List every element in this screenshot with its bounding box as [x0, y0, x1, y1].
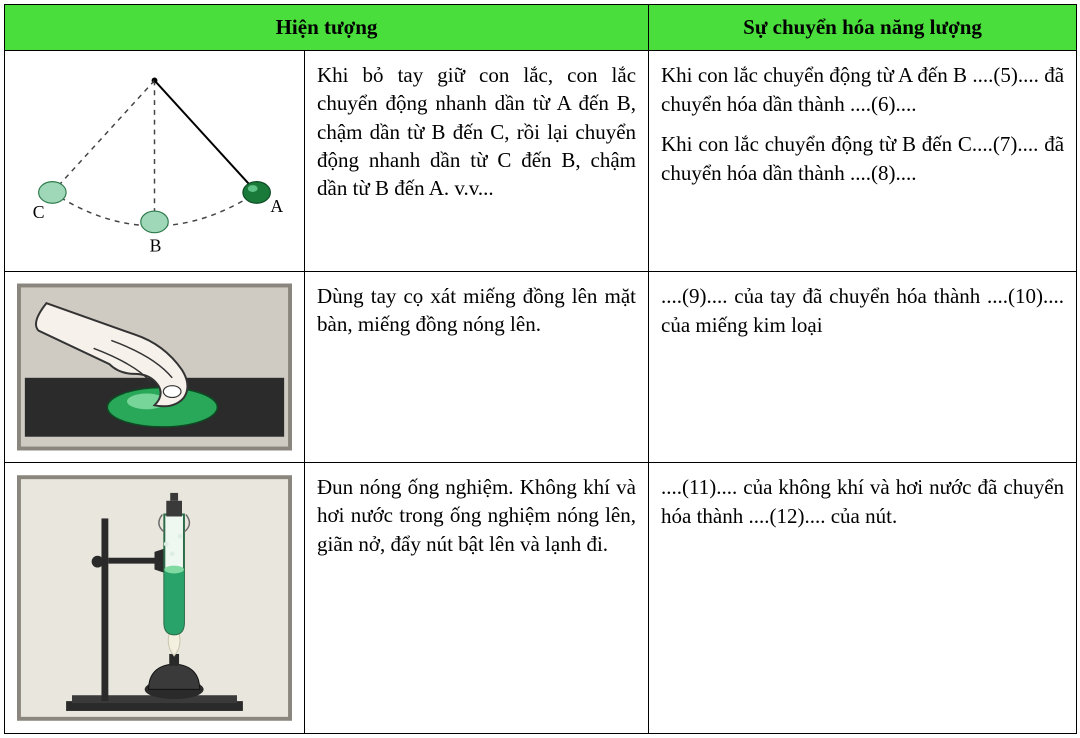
desc-pendulum-text: Khi bỏ tay giữ con lắc, con lắc chuyển đ… — [317, 61, 636, 203]
figure-testtube-cell — [5, 463, 305, 734]
pendulum-label-c: C — [33, 202, 45, 222]
desc-testtube: Đun nóng ống nghiệm. Không khí và hơi nư… — [305, 463, 649, 734]
pendulum-label-a: A — [270, 196, 283, 216]
header-phenomenon: Hiện tượng — [5, 5, 649, 51]
figure-pendulum-cell: C B A — [5, 51, 305, 272]
table-row: Dùng tay cọ xát miếng đồng lên mặt bàn, … — [5, 272, 1077, 463]
conv-pendulum-p1: Khi con lắc chuyển động từ A đến B ....(… — [661, 61, 1064, 120]
desc-pendulum: Khi bỏ tay giữ con lắc, con lắc chuyển đ… — [305, 51, 649, 272]
pendulum-diagram: C B A — [17, 61, 292, 261]
figure-hand-cell — [5, 272, 305, 463]
energy-table: Hiện tượng Sự chuyển hóa năng lượng — [4, 4, 1077, 734]
conv-hand: ....(9).... của tay đã chuyển hóa thành … — [649, 272, 1077, 463]
conv-testtube: ....(11).... của không khí và hơi nước đ… — [649, 463, 1077, 734]
table-row: C B A Khi bỏ tay giữ con lắc, con lắc ch… — [5, 51, 1077, 272]
conv-pendulum-p2: Khi con lắc chuyển động từ B đến C....(7… — [661, 130, 1064, 189]
pendulum-label-b: B — [150, 235, 162, 255]
conv-testtube-p1: ....(11).... của không khí và hơi nước đ… — [661, 473, 1064, 532]
hand-rubbing-diagram — [17, 282, 292, 452]
header-conversion: Sự chuyển hóa năng lượng — [649, 5, 1077, 51]
table-header-row: Hiện tượng Sự chuyển hóa năng lượng — [5, 5, 1077, 51]
desc-hand: Dùng tay cọ xát miếng đồng lên mặt bàn, … — [305, 272, 649, 463]
conv-pendulum: Khi con lắc chuyển động từ A đến B ....(… — [649, 51, 1077, 272]
conv-hand-p1: ....(9).... của tay đã chuyển hóa thành … — [661, 282, 1064, 341]
desc-hand-text: Dùng tay cọ xát miếng đồng lên mặt bàn, … — [317, 282, 636, 339]
desc-testtube-text: Đun nóng ống nghiệm. Không khí và hơi nư… — [317, 473, 636, 558]
testtube-diagram — [17, 473, 292, 723]
table-row: Đun nóng ống nghiệm. Không khí và hơi nư… — [5, 463, 1077, 734]
